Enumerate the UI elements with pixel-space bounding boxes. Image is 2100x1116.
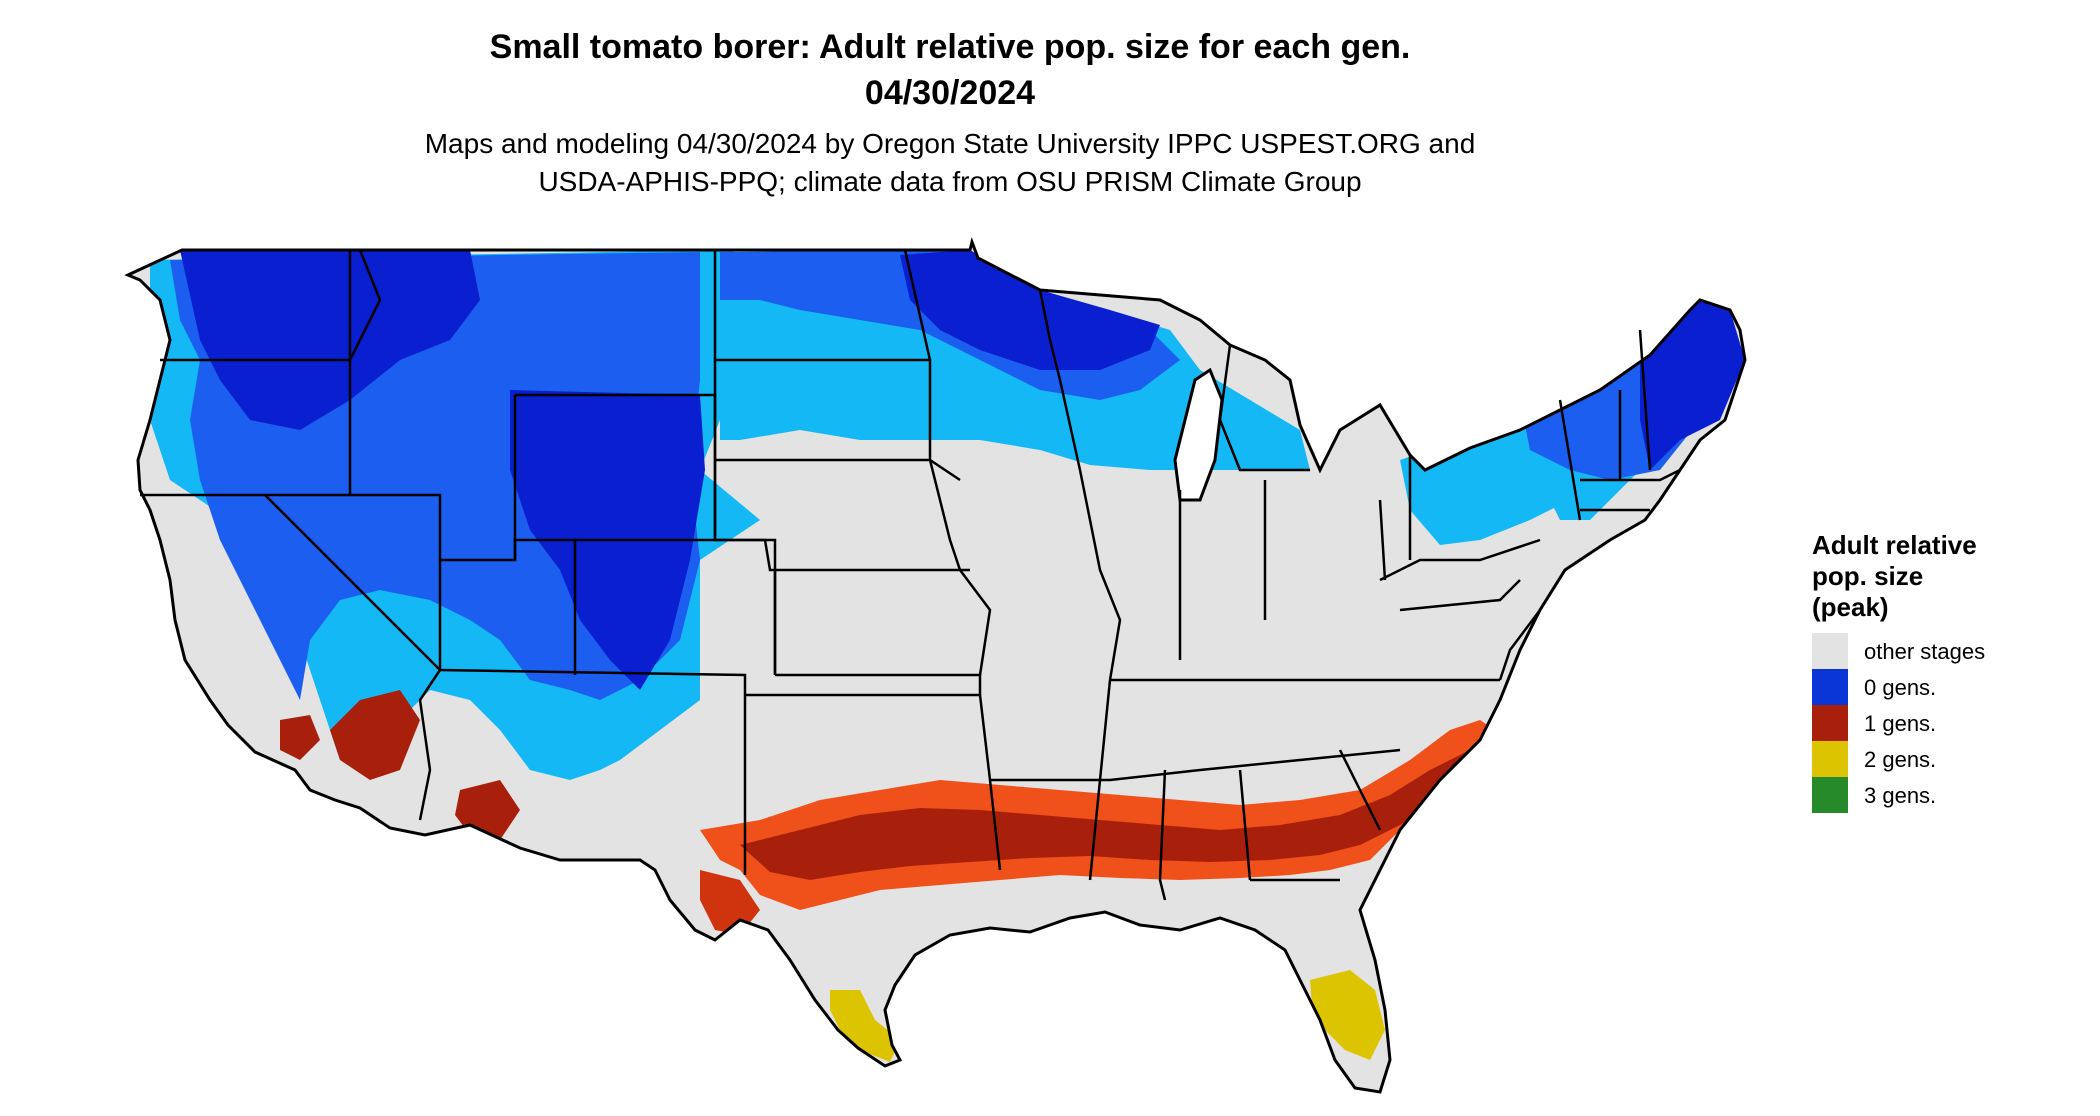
- legend-item-other-stages: other stages: [1812, 633, 2072, 669]
- legend-label: 3 gens.: [1864, 783, 1937, 808]
- legend-item-3-gens: 3 gens.: [1812, 777, 2072, 813]
- zero-gens-dark-region-maine: [1640, 300, 1745, 470]
- one-gen-region-texas-south: [700, 870, 760, 935]
- legend-label: 0 gens.: [1864, 675, 1937, 700]
- us-outline: [124, 236, 1747, 1094]
- map-title-line1: Small tomato borer: Adult relative pop. …: [489, 28, 1411, 66]
- legend-swatch: [1812, 741, 1848, 777]
- zero-gens-dark-region-north: [180, 250, 480, 430]
- legend-label: other stages: [1864, 639, 1986, 664]
- legend-title: Adult relative pop. size (peak): [1812, 530, 1977, 622]
- lake-michigan: [1173, 367, 1224, 502]
- two-gens-region-florida: [1310, 970, 1385, 1060]
- one-gen-dark-region: [740, 750, 1480, 880]
- state-borders: [140, 249, 1681, 901]
- one-gen-region-southwest: [330, 690, 420, 780]
- legend-swatch: [1812, 777, 1848, 813]
- legend-item-2-gens: 2 gens.: [1812, 741, 2072, 777]
- two-gens-region-texas: [830, 990, 900, 1062]
- legend-swatch: [1812, 669, 1848, 705]
- legend-swatch: [1812, 705, 1848, 741]
- legend-item-0-gens: 0 gens.: [1812, 669, 2072, 705]
- legend-label: 1 gens.: [1864, 711, 1937, 736]
- zero-gens-dark-region-mn: [900, 250, 1160, 370]
- one-gen-region-cal-south: [280, 715, 320, 760]
- map-title-date: 04/30/2024: [864, 74, 1036, 112]
- legend-item-1-gens: 1 gens.: [1812, 705, 2072, 741]
- legend-swatch: [1812, 633, 1848, 669]
- legend-label: 2 gens.: [1864, 747, 1937, 772]
- credits-line1: Maps and modeling 04/30/2024 by Oregon S…: [424, 128, 1476, 159]
- credits-line2: USDA-APHIS-PPQ; climate data from OSU PR…: [538, 166, 1362, 197]
- legend: Adult relative pop. size (peak) other st…: [1812, 530, 2072, 813]
